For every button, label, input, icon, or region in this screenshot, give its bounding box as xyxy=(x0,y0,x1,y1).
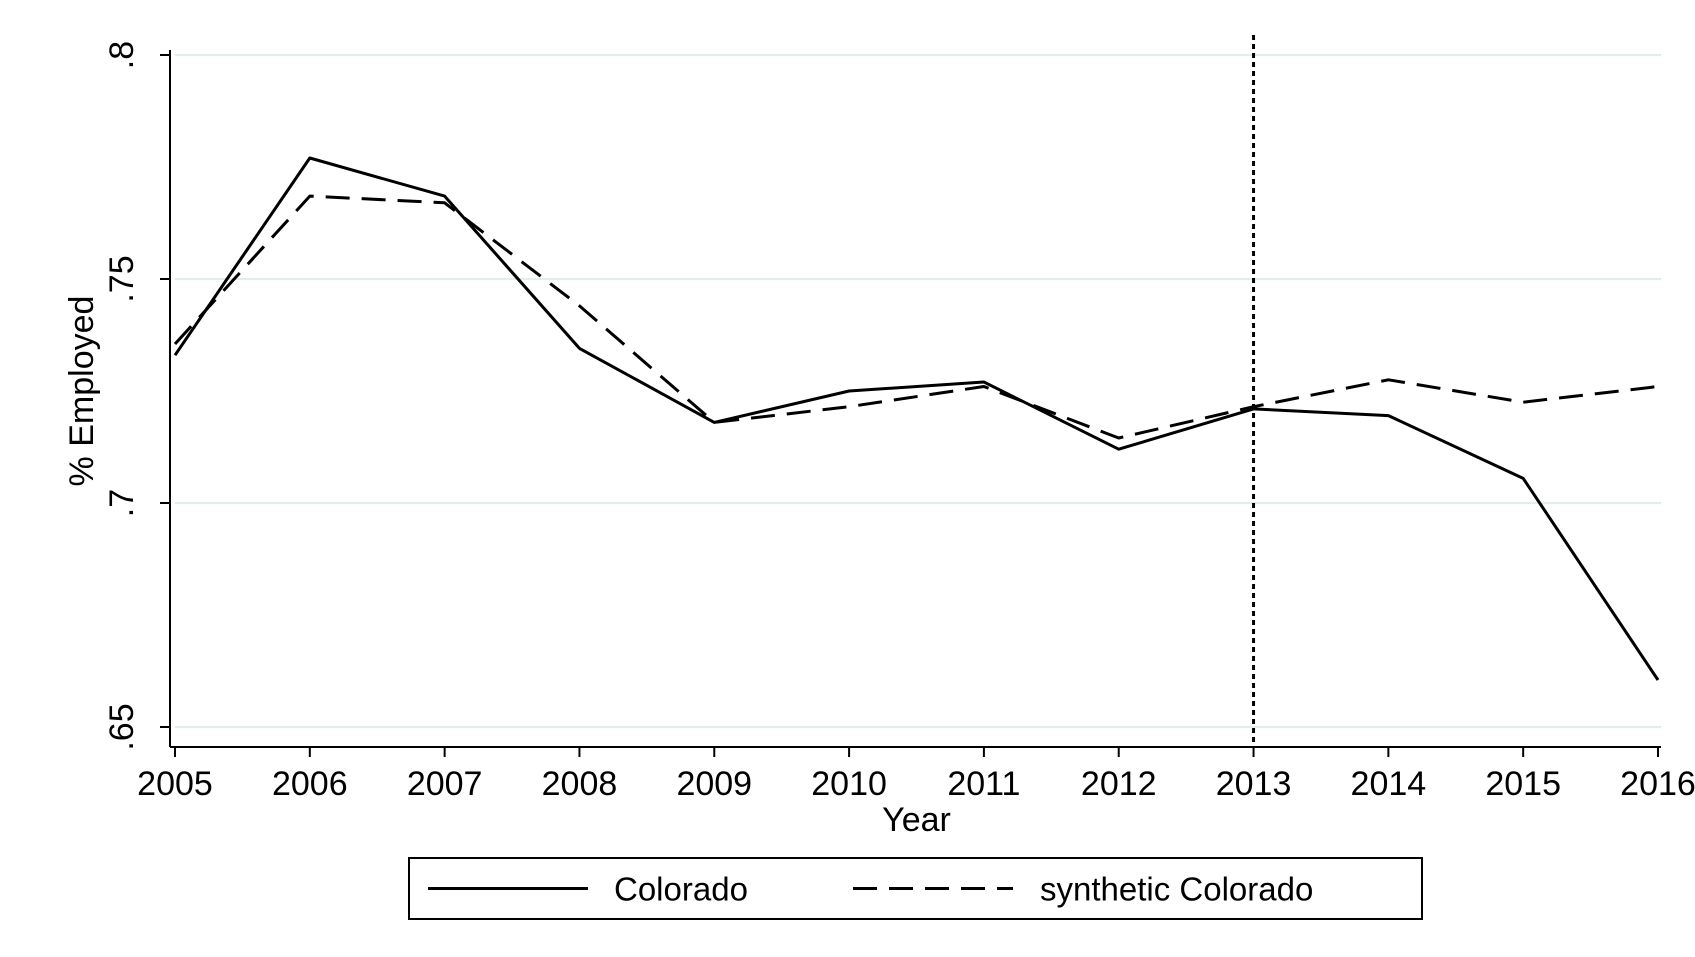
axes: .65.7.75.8 2005 2006 2007 2008 2009 2010 2011 2… xyxy=(103,41,1695,803)
x-tick-label-5: 2010 xyxy=(811,765,887,803)
series-line-colorado xyxy=(173,156,1660,681)
legend: Colorado synthetic Colorado xyxy=(408,857,1423,920)
x-tick-label-7: 2012 xyxy=(1081,765,1157,803)
legend-label-colorado: Colorado xyxy=(614,871,748,908)
y-tick-label-0: .65 xyxy=(103,703,141,750)
y-tick-label-1: .7 xyxy=(103,489,141,517)
x-axis-title: Year xyxy=(882,801,951,839)
x-tick-label-2: 2007 xyxy=(407,765,483,803)
series-line-synthetic-colorado xyxy=(173,194,1659,440)
legend-label-synthetic-colorado: synthetic Colorado xyxy=(1040,871,1313,908)
y-axis-title: % Employed xyxy=(63,296,101,487)
x-tick-label-9: 2014 xyxy=(1351,765,1427,803)
x-tick-label-3: 2008 xyxy=(542,765,618,803)
x-tick-label-8: 2013 xyxy=(1216,765,1292,803)
x-tick-label-11: 2016 xyxy=(1620,765,1695,803)
series-lines xyxy=(173,156,1660,681)
x-tick-label-4: 2009 xyxy=(676,765,752,803)
x-ticks: 2005 2006 2007 2008 2009 2010 2011 2012 2013 2014… xyxy=(137,747,1695,803)
x-tick-label-10: 2015 xyxy=(1485,765,1561,803)
y-tick-label-2: .75 xyxy=(103,255,141,302)
x-tick-label-0: 2005 xyxy=(137,765,213,803)
x-tick-label-1: 2006 xyxy=(272,765,348,803)
x-tick-label-6: 2011 xyxy=(947,765,1020,803)
y-ticks: .65 .7 .75 .8 xyxy=(103,41,170,751)
y-tick-label-3: .8 xyxy=(103,41,141,69)
gridlines xyxy=(175,54,1661,728)
